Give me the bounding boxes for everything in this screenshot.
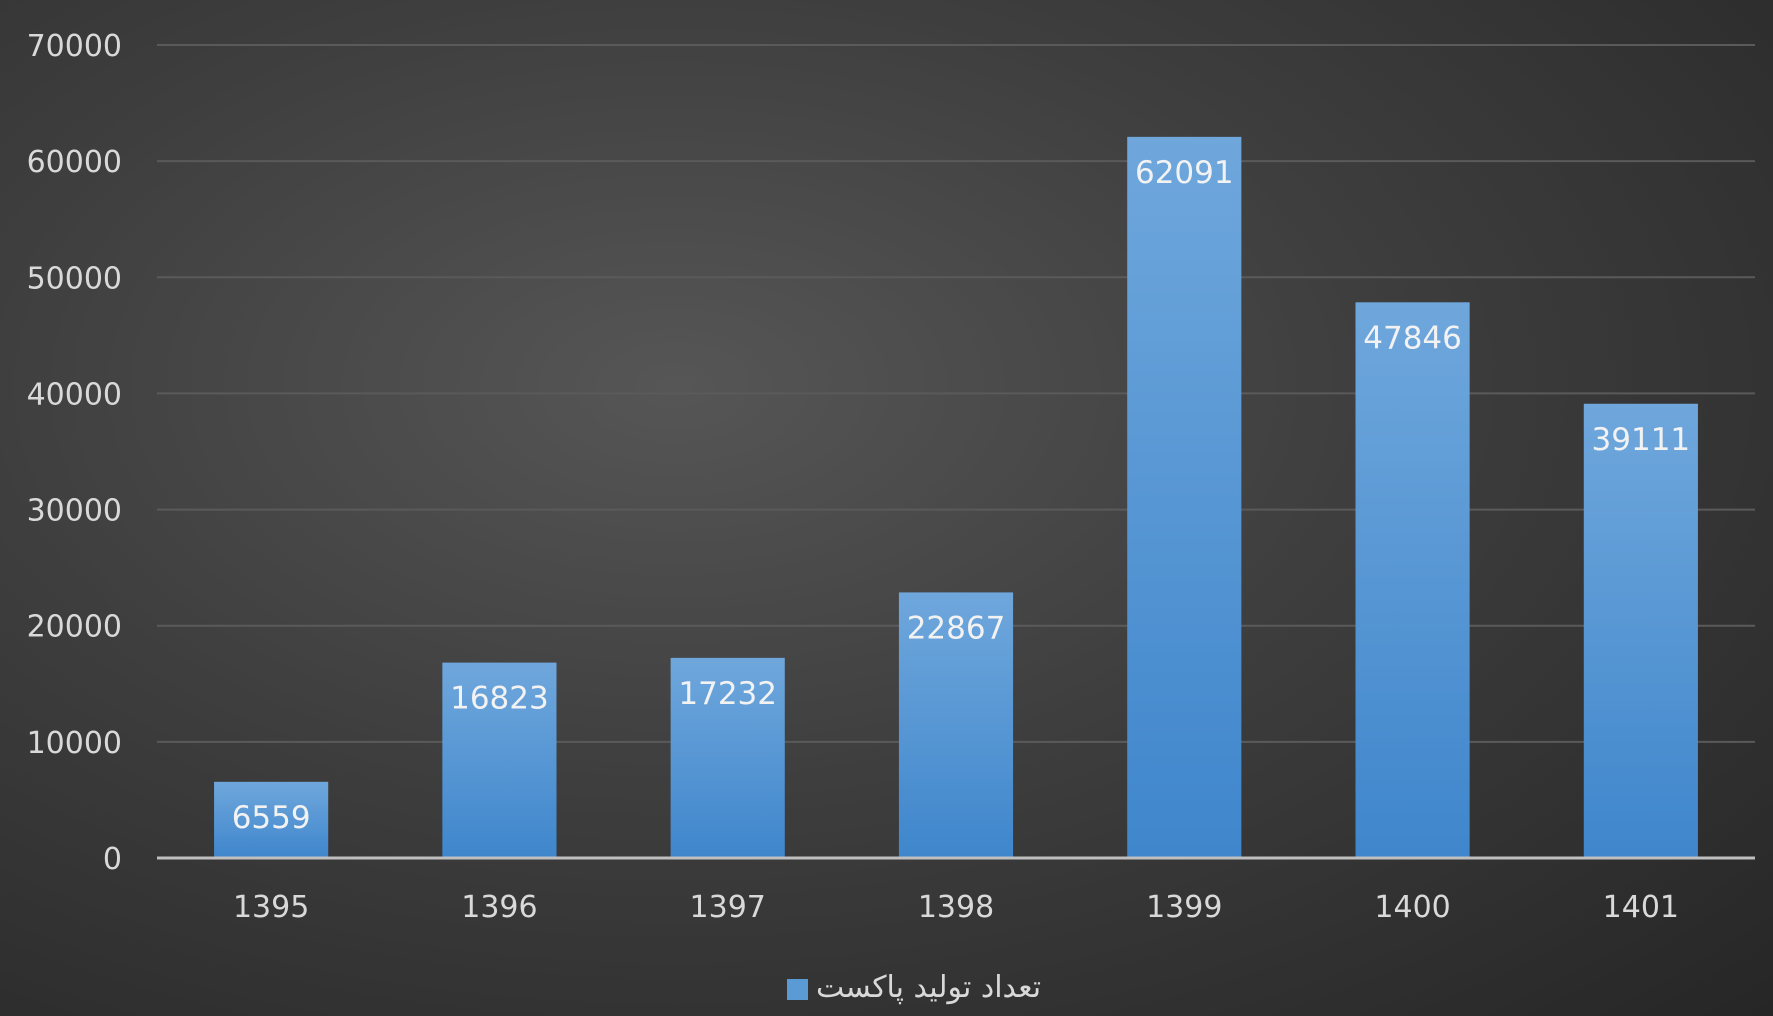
- data-label-1399: 62091: [1135, 155, 1234, 191]
- y-axis-tick-labels: 0 10000 20000 30000 40000 50000 60000 70000: [27, 29, 122, 877]
- x-tick-label: 1400: [1374, 890, 1450, 925]
- data-label-1396: 16823: [450, 681, 549, 717]
- y-tick-label: 40000: [27, 377, 122, 412]
- legend: تعداد تولید پاکست: [787, 970, 1041, 1005]
- y-tick-label: 10000: [27, 726, 122, 761]
- x-tick-label: 1397: [690, 890, 766, 925]
- x-tick-label: 1396: [461, 890, 537, 925]
- bars: [214, 136, 1698, 859]
- y-tick-label: 30000: [27, 494, 122, 529]
- x-axis-tick-labels: 1395 1396 1397 1398 1399 1400 1401: [233, 890, 1679, 925]
- x-tick-label: 1398: [918, 890, 994, 925]
- x-tick-label: 1399: [1146, 890, 1222, 925]
- data-label-1401: 39111: [1592, 422, 1691, 458]
- data-label-1397: 17232: [678, 676, 777, 712]
- bar-1399: [1127, 136, 1242, 858]
- data-label-1395: 6559: [232, 800, 311, 836]
- x-tick-label: 1395: [233, 890, 309, 925]
- data-label-1400: 47846: [1363, 320, 1462, 356]
- data-labels: 6559 16823 17232 22867 62091 47846 39111: [232, 155, 1690, 836]
- legend-label: تعداد تولید پاکست: [816, 970, 1041, 1005]
- bar-1401: [1583, 403, 1698, 858]
- y-tick-label: 0: [103, 842, 122, 877]
- y-tick-label: 50000: [27, 261, 122, 296]
- legend-swatch: [787, 979, 808, 1000]
- bar-1398: [898, 592, 1014, 858]
- data-label-1398: 22867: [907, 610, 1006, 646]
- y-tick-label: 70000: [27, 29, 122, 64]
- y-tick-label: 20000: [27, 610, 122, 645]
- bar-1395: [214, 781, 329, 858]
- gridlines: [157, 44, 1755, 743]
- bar-1396: [442, 662, 557, 858]
- bar-1400: [1355, 302, 1470, 859]
- y-tick-label: 60000: [27, 145, 122, 180]
- x-tick-label: 1401: [1603, 890, 1679, 925]
- bar-1397: [670, 657, 785, 858]
